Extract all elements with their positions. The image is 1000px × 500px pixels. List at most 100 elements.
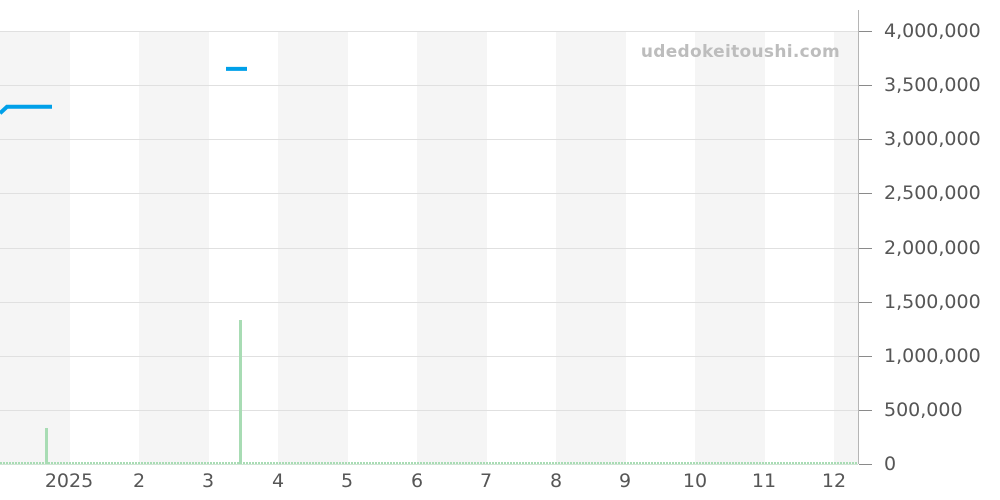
volume-bar bbox=[18, 462, 20, 464]
volume-bar bbox=[471, 462, 473, 464]
volume-bar bbox=[24, 462, 26, 464]
volume-bar bbox=[570, 462, 572, 464]
volume-bar bbox=[735, 462, 737, 464]
volume-bar bbox=[300, 462, 302, 464]
volume-bar bbox=[543, 462, 545, 464]
gridline bbox=[0, 301, 858, 303]
volume-bar bbox=[177, 462, 179, 464]
volume-bar bbox=[279, 462, 281, 464]
y-tick-mark bbox=[859, 85, 872, 87]
volume-bar bbox=[507, 462, 509, 464]
volume-bar bbox=[438, 462, 440, 464]
volume-bar bbox=[354, 462, 356, 464]
x-axis-label: 12 bbox=[821, 470, 847, 492]
volume-bar bbox=[795, 462, 797, 464]
volume-bar bbox=[528, 462, 530, 464]
volume-bar bbox=[339, 462, 341, 464]
volume-bar bbox=[186, 462, 188, 464]
volume-bar bbox=[51, 462, 53, 464]
volume-bar bbox=[474, 462, 476, 464]
volume-bar bbox=[612, 462, 614, 464]
volume-bar bbox=[540, 462, 542, 464]
volume-bar bbox=[168, 462, 170, 464]
volume-bar bbox=[525, 462, 527, 464]
volume-bar bbox=[132, 462, 134, 464]
volume-bar bbox=[600, 462, 602, 464]
volume-bar bbox=[696, 462, 698, 464]
volume-bar bbox=[591, 462, 593, 464]
volume-bar bbox=[57, 462, 59, 464]
volume-bar bbox=[798, 462, 800, 464]
volume-bar bbox=[123, 462, 125, 464]
volume-bar bbox=[720, 462, 722, 464]
volume-bar bbox=[738, 462, 740, 464]
volume-bar bbox=[672, 462, 674, 464]
volume-bar bbox=[519, 462, 521, 464]
volume-bar bbox=[579, 462, 581, 464]
volume-bar bbox=[90, 462, 92, 464]
volume-bar bbox=[750, 462, 752, 464]
volume-bar bbox=[258, 462, 260, 464]
volume-bar bbox=[462, 462, 464, 464]
volume-bar bbox=[96, 462, 98, 464]
volume-bar bbox=[330, 462, 332, 464]
volume-bar bbox=[762, 462, 764, 464]
y-axis-label: 2,500,000 bbox=[884, 182, 981, 205]
volume-bar bbox=[249, 462, 251, 464]
volume-bar bbox=[537, 462, 539, 464]
volume-bar bbox=[468, 462, 470, 464]
volume-bar bbox=[768, 462, 770, 464]
volume-bar bbox=[504, 462, 506, 464]
volume-bar bbox=[414, 462, 416, 464]
volume-bar bbox=[450, 462, 452, 464]
volume-bar bbox=[603, 462, 605, 464]
volume-bar bbox=[165, 462, 167, 464]
volume-bar bbox=[669, 462, 671, 464]
volume-bar bbox=[210, 462, 212, 464]
volume-bar bbox=[30, 462, 32, 464]
volume-bar bbox=[306, 462, 308, 464]
volume-bar bbox=[732, 462, 734, 464]
volume-bar bbox=[297, 462, 299, 464]
volume-bar bbox=[714, 462, 716, 464]
volume-bar bbox=[642, 462, 644, 464]
volume-bar bbox=[240, 462, 242, 464]
volume-bar bbox=[843, 462, 845, 464]
volume-bar bbox=[216, 462, 218, 464]
volume-bar bbox=[639, 462, 641, 464]
y-tick-mark bbox=[859, 139, 872, 141]
x-axis-label: 2 bbox=[132, 470, 146, 492]
y-axis-label: 3,000,000 bbox=[884, 128, 981, 151]
volume-bar bbox=[849, 462, 851, 464]
volume-bar bbox=[789, 462, 791, 464]
volume-bar bbox=[138, 462, 140, 464]
volume-bar bbox=[801, 462, 803, 464]
volume-bar bbox=[189, 462, 191, 464]
volume-bar bbox=[213, 462, 215, 464]
volume-bar bbox=[534, 462, 536, 464]
volume-bar bbox=[39, 462, 41, 464]
volume-bar bbox=[114, 462, 116, 464]
volume-bar bbox=[81, 462, 83, 464]
volume-bar bbox=[744, 462, 746, 464]
volume-bar bbox=[384, 462, 386, 464]
volume-bar bbox=[852, 462, 854, 464]
y-axis-label: 3,500,000 bbox=[884, 74, 981, 97]
volume-bar bbox=[228, 462, 230, 464]
volume-bar bbox=[120, 462, 122, 464]
volume-bar bbox=[708, 462, 710, 464]
volume-bar bbox=[444, 462, 446, 464]
volume-bar bbox=[552, 462, 554, 464]
volume-bar bbox=[699, 462, 701, 464]
volume-bar bbox=[615, 462, 617, 464]
x-axis-baseline bbox=[0, 464, 858, 465]
volume-bar bbox=[390, 462, 392, 464]
volume-bar bbox=[348, 462, 350, 464]
volume-bar bbox=[822, 462, 824, 464]
volume-bar bbox=[582, 462, 584, 464]
volume-bar bbox=[819, 462, 821, 464]
volume-bar bbox=[21, 462, 23, 464]
volume-bar bbox=[564, 462, 566, 464]
volume-bar bbox=[435, 462, 437, 464]
volume-bar bbox=[783, 462, 785, 464]
